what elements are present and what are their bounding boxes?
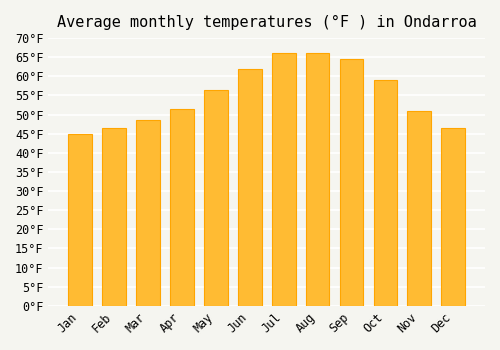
Bar: [272, 54, 295, 306]
Bar: [102, 128, 126, 306]
Bar: [136, 120, 160, 306]
Bar: [238, 69, 262, 306]
Bar: [306, 54, 330, 306]
Title: Average monthly temperatures (°F ) in Ondarroa: Average monthly temperatures (°F ) in On…: [57, 15, 476, 30]
Bar: [204, 90, 228, 306]
Bar: [442, 128, 465, 306]
Bar: [340, 59, 363, 306]
Bar: [68, 134, 92, 306]
Bar: [170, 109, 194, 306]
Bar: [408, 111, 431, 306]
Bar: [374, 80, 398, 306]
